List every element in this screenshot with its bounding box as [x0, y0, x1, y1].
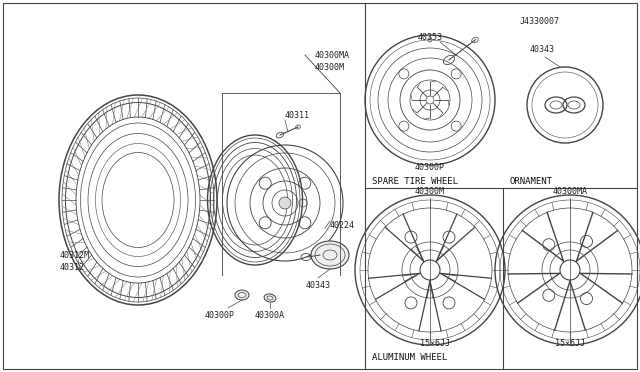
Text: ORNAMENT: ORNAMENT — [510, 177, 553, 186]
Text: 15×6JJ: 15×6JJ — [420, 340, 450, 349]
Text: SPARE TIRE WHEEL: SPARE TIRE WHEEL — [372, 177, 458, 186]
Text: J4330007: J4330007 — [520, 17, 560, 26]
Text: 40300P: 40300P — [205, 311, 235, 320]
Text: 40300A: 40300A — [255, 311, 285, 320]
Text: 40343: 40343 — [530, 45, 555, 55]
Circle shape — [279, 197, 291, 209]
Circle shape — [428, 38, 432, 42]
Circle shape — [426, 96, 434, 104]
Text: 40312M: 40312M — [60, 251, 90, 260]
Text: 40353: 40353 — [418, 33, 443, 42]
Text: 40300P: 40300P — [415, 164, 445, 173]
Ellipse shape — [311, 241, 349, 269]
Text: 40343: 40343 — [305, 280, 330, 289]
Circle shape — [420, 260, 440, 280]
Text: 40300M: 40300M — [415, 187, 445, 196]
Ellipse shape — [264, 294, 276, 302]
Text: ALUMINUM WHEEL: ALUMINUM WHEEL — [372, 353, 447, 362]
Text: 40312: 40312 — [60, 263, 85, 273]
Text: 40300MA: 40300MA — [552, 187, 588, 196]
Ellipse shape — [235, 290, 249, 300]
Text: 40300M: 40300M — [315, 64, 345, 73]
Text: 40224: 40224 — [330, 221, 355, 230]
Text: 40311: 40311 — [285, 110, 310, 119]
Text: 40300MA: 40300MA — [315, 51, 350, 61]
Circle shape — [560, 260, 580, 280]
Text: 15×6JJ: 15×6JJ — [555, 340, 585, 349]
